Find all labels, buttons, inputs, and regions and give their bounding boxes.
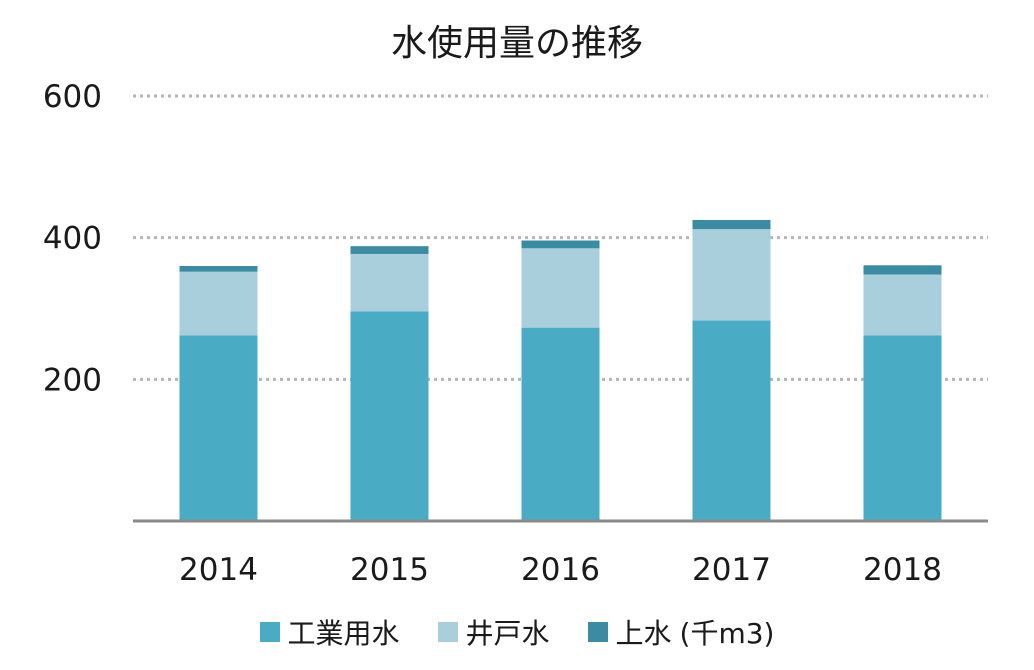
legend-label: 工業用水 <box>287 617 400 650</box>
chart-title: 水使用量の推移 <box>390 23 643 64</box>
y-tick-label: 600 <box>43 79 102 115</box>
bar-segment <box>350 246 429 254</box>
bar-segment <box>863 274 942 336</box>
y-tick-label: 400 <box>43 221 102 257</box>
bar-segment <box>179 335 258 521</box>
bar-segment <box>350 253 429 312</box>
x-tick-label: 2015 <box>350 552 429 588</box>
x-tick-label: 2014 <box>179 552 258 588</box>
bar-segment <box>521 248 600 328</box>
bar-segment <box>521 240 600 249</box>
x-axis-ticks: 2014 2015 2016 2017 2018 <box>179 552 942 588</box>
y-tick-label: 200 <box>43 362 102 398</box>
bar-segment <box>692 219 771 230</box>
bars <box>179 219 942 521</box>
bar-segment <box>350 311 429 521</box>
bar-segment <box>863 265 942 275</box>
x-tick-label: 2017 <box>692 552 771 588</box>
legend-item-well-water: 井戸水 <box>437 612 550 652</box>
bar-segment <box>692 229 771 321</box>
bar-segment <box>179 266 258 272</box>
y-axis-ticks: 200 400 600 <box>43 79 102 398</box>
chart-area: 200 400 600 2014 2015 2016 2017 2018 <box>43 79 988 588</box>
legend-label: 上水 <box>615 617 672 650</box>
legend-swatch <box>587 622 608 642</box>
bar-segment <box>179 271 258 336</box>
bar-segment <box>863 335 942 521</box>
x-tick-label: 2016 <box>521 552 600 588</box>
legend-swatch <box>259 622 280 642</box>
bar-segment <box>692 320 771 521</box>
legend-label: 井戸水 <box>465 617 550 650</box>
legend-item-tap-water: 上水 (千m3) <box>587 612 775 652</box>
bar-segment <box>521 327 600 521</box>
legend-swatch <box>437 622 458 642</box>
legend-item-industrial-water: 工業用水 <box>259 612 400 652</box>
x-tick-label: 2018 <box>863 552 942 588</box>
legend: 工業用水 井戸水 上水 (千m3) <box>0 610 1034 654</box>
legend-unit: (千m3) <box>679 617 775 650</box>
